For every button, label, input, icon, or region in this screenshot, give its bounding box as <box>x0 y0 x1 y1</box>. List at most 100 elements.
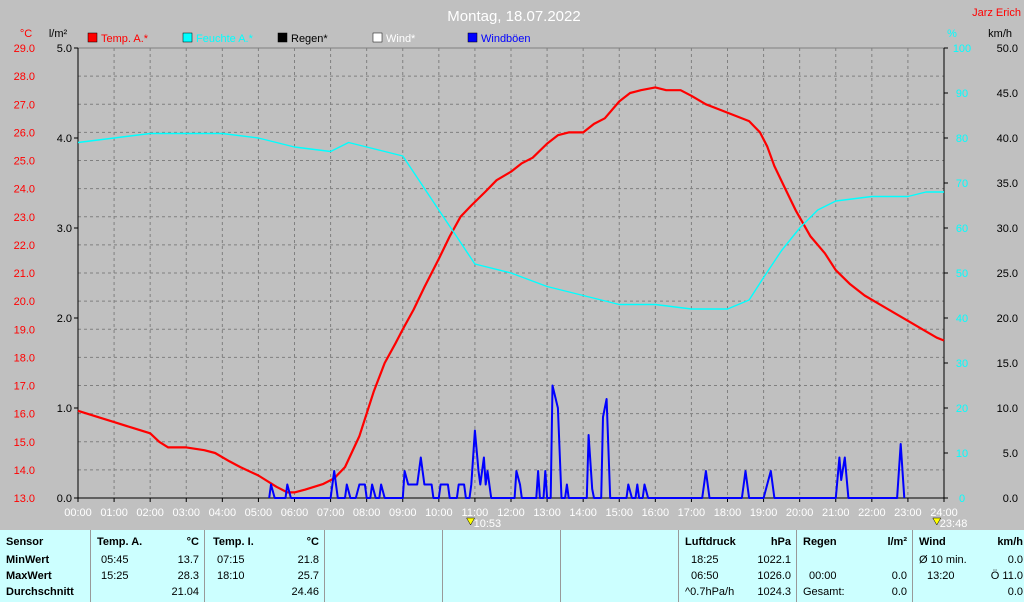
temp-a-min-value: 13.7 <box>177 554 199 566</box>
temp-i-header: Temp. I. <box>213 536 254 548</box>
humidity-tick-label: 100 <box>953 43 971 55</box>
pressure-max-value: 1026.0 <box>757 570 791 582</box>
humidity-tick-label: 70 <box>956 178 968 190</box>
x-tick-label: 08:00 <box>353 507 381 519</box>
legend-label: Wind* <box>386 33 416 45</box>
rain-total-value: 0.0 <box>891 586 907 598</box>
series-line-humidity <box>77 132 944 310</box>
axes: 00:00 01:00 02:00 03:00 04:00 05:00 06:00 07:00… <box>14 28 1018 519</box>
rain-tick-label: 1.0 <box>57 403 72 415</box>
empty-column-3 <box>560 530 679 602</box>
legend-swatch <box>372 32 383 43</box>
rain-tick-label: 2.0 <box>57 313 72 325</box>
temp-i-min-time: 07:15 <box>217 554 245 566</box>
humidity-tick-label: 80 <box>956 133 968 145</box>
rain-axis-unit: l/m² <box>49 28 68 40</box>
x-tick-label: 21:00 <box>822 507 850 519</box>
wind-tick-label: 25.0 <box>997 268 1018 280</box>
wind-tick-label: 20.0 <box>997 313 1018 325</box>
legend: Temp. A.* Feuchte A.* Regen* Wind* Windböen <box>87 32 531 45</box>
legend-label: Windböen <box>481 33 531 45</box>
x-tick-label: 06:00 <box>281 507 309 519</box>
temp-a-header: Temp. A. <box>97 536 143 548</box>
temp-tick-label: 25.0 <box>14 156 35 168</box>
temp-a-max-value: 28.3 <box>177 570 199 582</box>
temp-tick-label: 14.0 <box>14 465 35 477</box>
temp-tick-label: 27.0 <box>14 99 35 111</box>
temp-i-max-time: 18:10 <box>217 570 245 582</box>
wind-avg-label: Ø 10 min. <box>919 554 967 566</box>
temp-tick-label: 19.0 <box>14 324 35 336</box>
weather-chart: Montag, 18.07.2022 Jarz Erich 00:00 01:00… <box>14 7 1021 530</box>
marker-label: 23:48 <box>940 518 968 530</box>
rain-column: Regen l/m² 00:00 0.0 Gesamt: 0.0 <box>796 530 913 602</box>
series-line-wind <box>268 384 906 499</box>
empty-column-2 <box>442 530 561 602</box>
humidity-tick-label: 0 <box>959 493 965 505</box>
temp-a-unit: °C <box>186 536 199 548</box>
temp-i-column: Temp. I. °C 07:15 21.8 18:10 25.7 24.46 <box>204 530 325 602</box>
x-tick-label: 11:00 <box>462 507 489 519</box>
chart-title: Montag, 18.07.2022 <box>447 8 580 25</box>
temp-tick-label: 26.0 <box>14 127 35 139</box>
wind-tick-label: 50.0 <box>997 43 1018 55</box>
temp-tick-label: 23.0 <box>14 212 35 224</box>
marker-arrow <box>466 517 476 526</box>
wind-tick-label: 45.0 <box>997 88 1018 100</box>
wind-tick-label: 5.0 <box>1003 448 1018 460</box>
temp-a-avg-value: 21.04 <box>171 586 199 598</box>
x-tick-label: 01:00 <box>100 507 128 519</box>
temp-tick-label: 13.0 <box>14 493 35 505</box>
wind-tick-label: 30.0 <box>997 223 1018 235</box>
humidity-tick-label: 10 <box>956 448 968 460</box>
wind-max-value: Ö 11.0 <box>990 570 1023 582</box>
temp-tick-label: 16.0 <box>14 409 35 421</box>
plot-series <box>77 86 945 499</box>
wind-tick-label: 10.0 <box>997 403 1018 415</box>
x-tick-label: 18:00 <box>714 507 742 519</box>
temp-tick-label: 21.0 <box>14 268 35 280</box>
humidity-tick-label: 50 <box>956 268 968 280</box>
pressure-avg-value: 1024.3 <box>757 586 791 598</box>
row-label-min: MinWert <box>6 554 50 566</box>
wind-day-avg-value: 0.0 <box>1007 586 1023 598</box>
legend-label: Feuchte A.* <box>196 33 254 45</box>
humidity-tick-label: 40 <box>956 313 968 325</box>
pressure-min-value: 1022.1 <box>757 554 791 566</box>
x-tick-label: 24:00 <box>930 507 958 519</box>
humidity-tick-label: 30 <box>956 358 968 370</box>
rain-tick-label: 3.0 <box>57 223 72 235</box>
temp-tick-label: 24.0 <box>14 184 35 196</box>
temp-tick-label: 17.0 <box>14 381 35 393</box>
x-tick-label: 12:00 <box>497 507 525 519</box>
wind-avg-value: 0.0 <box>1007 554 1023 566</box>
rain-unit: l/m² <box>887 536 907 548</box>
temp-i-min-value: 21.8 <box>297 554 319 566</box>
x-tick-label: 13:00 <box>533 507 561 519</box>
x-tick-label: 07:00 <box>317 507 345 519</box>
wind-tick-label: 40.0 <box>997 133 1018 145</box>
wind-unit: km/h <box>997 536 1023 548</box>
x-tick-label: 05:00 <box>245 507 273 519</box>
temp-i-unit: °C <box>306 536 319 548</box>
temp-a-max-time: 15:25 <box>101 570 129 582</box>
rain-max-value: 0.0 <box>891 570 907 582</box>
x-tick-label: 20:00 <box>786 507 814 519</box>
wind-column: Wind km/h Ø 10 min. 0.0 13:20 Ö 11.0 0.0 <box>912 530 1024 602</box>
legend-swatch <box>277 32 288 43</box>
legend-swatch <box>87 32 98 43</box>
temp-i-max-value: 25.7 <box>297 570 319 582</box>
temp-a-column: Temp. A. °C 05:45 13.7 15:25 28.3 21.04 <box>90 530 205 602</box>
rain-tick-label: 4.0 <box>57 133 72 145</box>
wind-axis-unit: km/h <box>988 28 1012 40</box>
empty-column-1 <box>324 530 443 602</box>
legend-swatch <box>467 32 478 43</box>
x-tick-label: 00:00 <box>64 507 92 519</box>
legend-label: Temp. A.* <box>101 33 149 45</box>
pressure-max-time: 06:50 <box>691 570 719 582</box>
humidity-tick-label: 90 <box>956 88 968 100</box>
humidity-tick-label: 60 <box>956 223 968 235</box>
x-tick-label: 14:00 <box>569 507 597 519</box>
x-tick-label: 16:00 <box>642 507 670 519</box>
wind-max-time: 13:20 <box>927 570 955 582</box>
